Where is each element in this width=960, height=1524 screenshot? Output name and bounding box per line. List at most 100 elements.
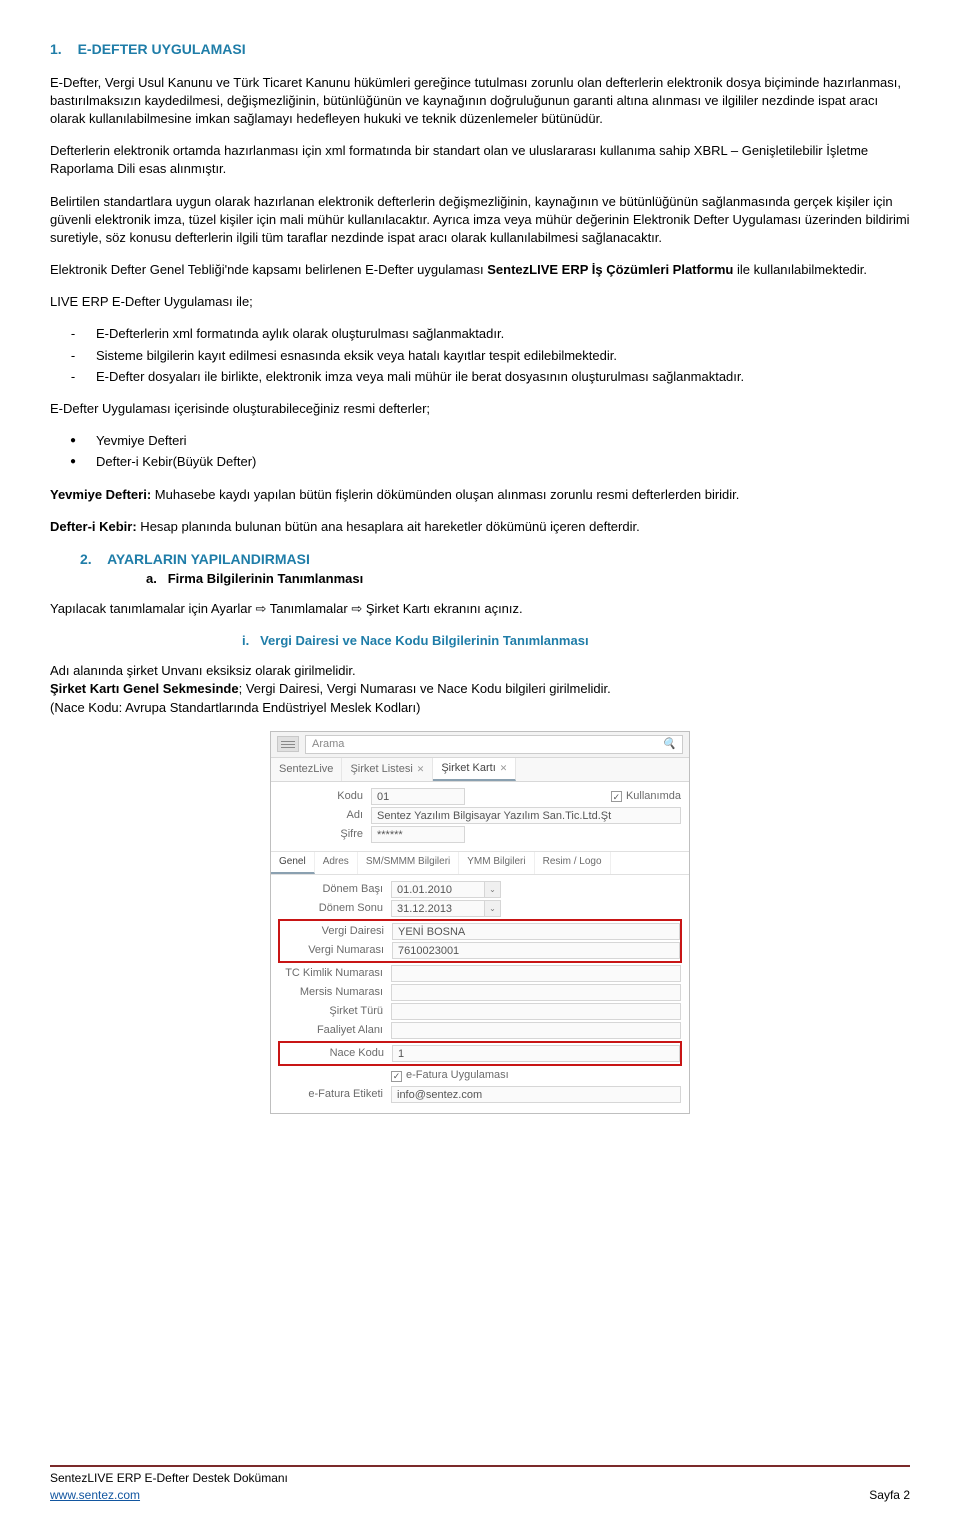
text: ; Vergi Dairesi, Vergi Numarası ve Nace … — [239, 681, 611, 696]
value[interactable]: Sentez Yazılım Bilgisayar Yazılım San.Ti… — [371, 807, 681, 824]
paragraph: Adı alanında şirket Unvanı eksiksiz olar… — [50, 662, 910, 680]
heading-number: 2. — [80, 551, 92, 567]
field-sirket-turu: Şirket Türü — [279, 1003, 681, 1020]
list-item: ●Yevmiye Defteri — [50, 432, 910, 450]
label: Vergi Dairesi — [280, 924, 392, 939]
dash-icon: - — [50, 325, 96, 343]
paragraph: Defterlerin elektronik ortamda hazırlanm… — [50, 142, 910, 178]
label: Nace Kodu — [280, 1046, 392, 1061]
paragraph: Şirket Kartı Genel Sekmesinde; Vergi Dai… — [50, 680, 910, 698]
text: Elektronik Defter Genel Tebliği'nde kaps… — [50, 262, 487, 277]
subtab-ymm[interactable]: YMM Bilgileri — [459, 852, 534, 874]
list-text: E-Defterlerin xml formatında aylık olara… — [96, 325, 504, 343]
list-item: -Sisteme bilgilerin kayıt edilmesi esnas… — [50, 347, 910, 365]
paragraph: Yapılacak tanımlamalar için Ayarlar ⇨ Ta… — [50, 600, 910, 618]
form-subtabs: Genel Adres SM/SMMM Bilgileri YMM Bilgil… — [271, 851, 689, 875]
value[interactable]: 7610023001 — [392, 942, 680, 959]
text: Muhasebe kaydı yapılan bütün fişlerin dö… — [151, 487, 739, 502]
app-topbar: Arama 🔍 — [271, 732, 689, 758]
text: Hesap planında bulunan bütün ana hesapla… — [137, 519, 640, 534]
subtab-genel[interactable]: Genel — [271, 852, 315, 874]
dropdown-icon[interactable]: ⌄ — [485, 881, 501, 898]
field-vergi-numarasi: Vergi Numarası 7610023001 — [280, 942, 680, 959]
search-placeholder: Arama — [312, 737, 344, 752]
footer-title: SentezLIVE ERP E-Defter Destek Dokümanı — [50, 1470, 288, 1487]
bullet-icon: ● — [50, 453, 96, 471]
value[interactable] — [391, 984, 681, 1001]
field-efatura-chk: ✓ e-Fatura Uygulaması — [279, 1068, 681, 1083]
list-text: Yevmiye Defteri — [96, 432, 187, 450]
value[interactable]: info@sentez.com — [391, 1086, 681, 1103]
value[interactable]: ****** — [371, 826, 465, 843]
close-icon[interactable]: ✕ — [500, 762, 508, 775]
list-text: Sisteme bilgilerin kayıt edilmesi esnası… — [96, 347, 617, 365]
field-efatura-etiket: e-Fatura Etiketi info@sentez.com — [279, 1086, 681, 1103]
field-adi: Adı Sentez Yazılım Bilgisayar Yazılım Sa… — [279, 807, 681, 824]
footer-link[interactable]: www.sentez.com — [50, 1488, 140, 1502]
heading-text: Vergi Dairesi ve Nace Kodu Bilgilerinin … — [260, 633, 588, 648]
checkbox-icon: ✓ — [391, 1071, 402, 1082]
search-input[interactable]: Arama 🔍 — [305, 735, 683, 754]
dropdown-icon[interactable]: ⌄ — [485, 900, 501, 917]
checkbox-label: e-Fatura Uygulaması — [406, 1068, 509, 1083]
label: Şirket Türü — [279, 1004, 391, 1019]
close-icon[interactable]: ✕ — [417, 763, 425, 776]
highlight-vergi: Vergi Dairesi YENİ BOSNA Vergi Numarası … — [278, 919, 682, 963]
value[interactable] — [391, 965, 681, 982]
paragraph: E-Defter, Vergi Usul Kanunu ve Türk Tica… — [50, 74, 910, 129]
field-tc: TC Kimlik Numarası — [279, 965, 681, 982]
highlight-nace: Nace Kodu 1 — [278, 1041, 682, 1066]
subtab-resim[interactable]: Resim / Logo — [535, 852, 611, 874]
screenshot-container: Arama 🔍 SentezLive Şirket Listesi✕ Şirke… — [50, 731, 910, 1114]
label: Dönem Başı — [279, 882, 391, 897]
heading-section-i: i. Vergi Dairesi ve Nace Kodu Bilgilerin… — [242, 632, 910, 650]
tab-sentezlive[interactable]: SentezLive — [271, 758, 342, 781]
field-donem-sonu: Dönem Sonu 31.12.2013 ⌄ — [279, 900, 681, 917]
checkbox-efatura[interactable]: ✓ e-Fatura Uygulaması — [391, 1068, 509, 1083]
bold-text: Defter-i Kebir: — [50, 519, 137, 534]
field-mersis: Mersis Numarası — [279, 984, 681, 1001]
value[interactable] — [391, 1003, 681, 1020]
heading-section-2: 2. AYARLARIN YAPILANDIRMASI — [80, 550, 910, 570]
heading-text: AYARLARIN YAPILANDIRMASI — [107, 551, 310, 567]
heading-section-2a: a. Firma Bilgilerinin Tanımlanması — [146, 570, 910, 588]
heading-text: Firma Bilgilerinin Tanımlanması — [168, 571, 364, 586]
list-text: E-Defter dosyaları ile birlikte, elektro… — [96, 368, 744, 386]
value[interactable] — [391, 1022, 681, 1039]
bold-text: SentezLIVE ERP İş Çözümleri Platformu — [487, 262, 733, 277]
value[interactable]: 01.01.2010 — [391, 881, 485, 898]
paragraph: Yevmiye Defteri: Muhasebe kaydı yapılan … — [50, 486, 910, 504]
label: e-Fatura Etiketi — [279, 1087, 391, 1102]
list-item: ●Defter-i Kebir(Büyük Defter) — [50, 453, 910, 471]
subtab-adres[interactable]: Adres — [315, 852, 358, 874]
checkbox-icon: ✓ — [611, 791, 622, 802]
paragraph: Belirtilen standartlara uygun olarak haz… — [50, 193, 910, 248]
list-text: Defter-i Kebir(Büyük Defter) — [96, 453, 256, 471]
heading-roman: i. — [242, 633, 249, 648]
field-faaliyet: Faaliyet Alanı — [279, 1022, 681, 1039]
field-nace: Nace Kodu 1 — [280, 1045, 680, 1062]
dash-list: -E-Defterlerin xml formatında aylık olar… — [50, 325, 910, 386]
value[interactable]: 1 — [392, 1045, 680, 1062]
field-vergi-dairesi: Vergi Dairesi YENİ BOSNA — [280, 923, 680, 940]
heading-text: E-DEFTER UYGULAMASI — [78, 41, 246, 57]
paragraph: (Nace Kodu: Avrupa Standartlarında Endüs… — [50, 699, 910, 717]
label: Faaliyet Alanı — [279, 1023, 391, 1038]
label: Kodu — [279, 789, 371, 804]
menu-button[interactable] — [277, 736, 299, 752]
tab-sirket-karti[interactable]: Şirket Kartı✕ — [433, 758, 516, 781]
paragraph: Elektronik Defter Genel Tebliği'nde kaps… — [50, 261, 910, 279]
value[interactable]: 31.12.2013 — [391, 900, 485, 917]
dash-icon: - — [50, 347, 96, 365]
bullet-icon: ● — [50, 432, 96, 450]
subtab-smmm[interactable]: SM/SMMM Bilgileri — [358, 852, 459, 874]
bullet-list: ●Yevmiye Defteri ●Defter-i Kebir(Büyük D… — [50, 432, 910, 471]
label: Vergi Numarası — [280, 943, 392, 958]
value[interactable]: YENİ BOSNA — [392, 923, 680, 940]
paragraph: LIVE ERP E-Defter Uygulaması ile; — [50, 293, 910, 311]
tab-sirket-listesi[interactable]: Şirket Listesi✕ — [342, 758, 433, 781]
checkbox-kullanimda[interactable]: ✓ Kullanımda — [611, 789, 681, 804]
form-header: Kodu 01 ✓ Kullanımda Adı Sentez Yazılım … — [271, 782, 689, 847]
bold-text: Şirket Kartı Genel Sekmesinde — [50, 681, 239, 696]
value[interactable]: 01 — [371, 788, 465, 805]
